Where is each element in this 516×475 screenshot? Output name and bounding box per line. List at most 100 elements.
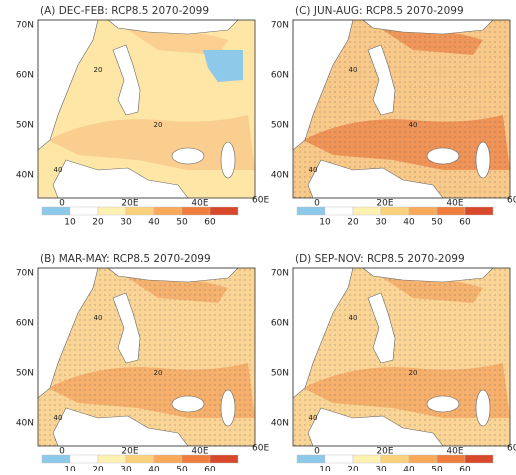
lon-label: 40E	[446, 447, 463, 457]
colorbar-segment	[352, 454, 382, 464]
lon-label: 0	[314, 447, 320, 457]
colorbar-label: 40	[403, 218, 415, 228]
colorbar-segment	[97, 454, 127, 464]
colorbar-segment	[97, 206, 127, 216]
lat-label: 40N	[16, 419, 34, 429]
contour-label: 40	[349, 314, 358, 322]
colorbar-label: 60	[204, 466, 216, 472]
colorbar-segment	[125, 454, 155, 464]
panel-title: (C) JUN-AUG: RCP8.5 2070-2099	[295, 5, 464, 17]
colorbar-label: 30	[120, 218, 132, 228]
colorbar-label: 40	[148, 466, 160, 472]
lon-label: 20E	[376, 447, 393, 457]
colorbar-segment	[296, 454, 326, 464]
colorbar-label: 20	[347, 218, 359, 228]
sea	[112, 292, 141, 364]
caspian-sea	[475, 141, 491, 179]
black-sea	[171, 395, 205, 413]
colorbar-segment	[41, 206, 71, 216]
lat-label: 70N	[271, 269, 289, 279]
contour-label: 40	[309, 166, 318, 174]
lon-label: 60E	[507, 196, 516, 206]
black-sea	[426, 395, 460, 413]
lat-label: 60N	[16, 71, 34, 81]
colorbar-label: 20	[347, 466, 359, 472]
sea	[292, 19, 354, 151]
colorbar-segment	[153, 454, 183, 464]
map-frame	[292, 267, 511, 447]
lat-label: 50N	[271, 121, 289, 131]
contour-label: 40	[94, 314, 103, 322]
colorbar-segment	[296, 206, 326, 216]
lat-label: 70N	[16, 269, 34, 279]
colorbar-segment	[324, 454, 354, 464]
colorbar-label: 10	[64, 466, 76, 472]
contour-label: 20	[154, 369, 163, 377]
panel-title: (B) MAR-MAY: RCP8.5 2070-2099	[40, 253, 211, 265]
lon-label: 0	[314, 199, 320, 209]
sea	[307, 159, 444, 199]
colorbar-label: 30	[375, 218, 387, 228]
lat-label: 70N	[16, 21, 34, 31]
map-panel: (C) JUN-AUG: RCP8.5 2070-2099 40 40 40 70N 60…	[271, 5, 516, 228]
sea	[367, 292, 396, 364]
colorbar-label: 60	[459, 218, 471, 228]
lat-label: 40N	[16, 171, 34, 181]
contour-label: 40	[349, 66, 358, 74]
caspian-sea	[475, 389, 491, 427]
colorbar-label: 50	[176, 466, 188, 472]
lon-label: 0	[59, 199, 65, 209]
map-frame	[37, 19, 256, 199]
lat-label: 60N	[271, 71, 289, 81]
colorbar-segment	[380, 206, 410, 216]
colorbar-segment	[209, 206, 239, 216]
lat-label: 50N	[16, 121, 34, 131]
lat-label: 40N	[271, 419, 289, 429]
colorbar-segment	[464, 206, 494, 216]
lon-label: 20E	[121, 447, 138, 457]
lat-label: 60N	[16, 319, 34, 329]
cooling-patch	[203, 50, 243, 82]
lat-label: 50N	[271, 369, 289, 379]
contour-label: 40	[54, 414, 63, 422]
colorbar-label: 20	[92, 466, 104, 472]
lat-label: 60N	[271, 319, 289, 329]
lon-label: 60E	[252, 196, 269, 206]
colorbar-segment	[408, 454, 438, 464]
lon-label: 60E	[252, 444, 269, 454]
lon-label: 0	[59, 447, 65, 457]
colorbar-label: 50	[431, 218, 443, 228]
panel-title: (D) SEP-NOV: RCP8.5 2070-2099	[295, 253, 465, 265]
lat-label: 40N	[271, 171, 289, 181]
colorbar-label: 10	[319, 466, 331, 472]
caspian-sea	[220, 389, 236, 427]
colorbar-label: 60	[204, 218, 216, 228]
colorbar-segment	[181, 454, 211, 464]
panel-title: (A) DEC-FEB: RCP8.5 2070-2099	[40, 5, 209, 17]
colorbar-segment	[69, 206, 99, 216]
sea	[52, 407, 189, 447]
map-frame	[37, 267, 256, 447]
colorbar-segment	[436, 206, 466, 216]
lon-label: 20E	[121, 199, 138, 209]
sea	[112, 44, 141, 116]
colorbar-segment	[69, 454, 99, 464]
colorbar-label: 30	[375, 466, 387, 472]
lat-label: 50N	[16, 369, 34, 379]
sea	[367, 44, 396, 116]
colorbar-label: 50	[431, 466, 443, 472]
map-panel: (A) DEC-FEB: RCP8.5 2070-2099 20 20 40 70N 60…	[16, 5, 270, 228]
sea	[37, 19, 99, 151]
colorbar-segment	[125, 206, 155, 216]
colorbar-label: 50	[176, 218, 188, 228]
contour-label: 40	[409, 121, 418, 129]
contour-label: 20	[94, 66, 103, 74]
colorbar-segment	[181, 206, 211, 216]
colorbar-segment	[464, 454, 494, 464]
contour-label: 20	[154, 121, 163, 129]
colorbar-label: 10	[319, 218, 331, 228]
warming-patch	[128, 28, 228, 55]
caspian-sea	[220, 141, 236, 179]
lon-label: 20E	[376, 199, 393, 209]
